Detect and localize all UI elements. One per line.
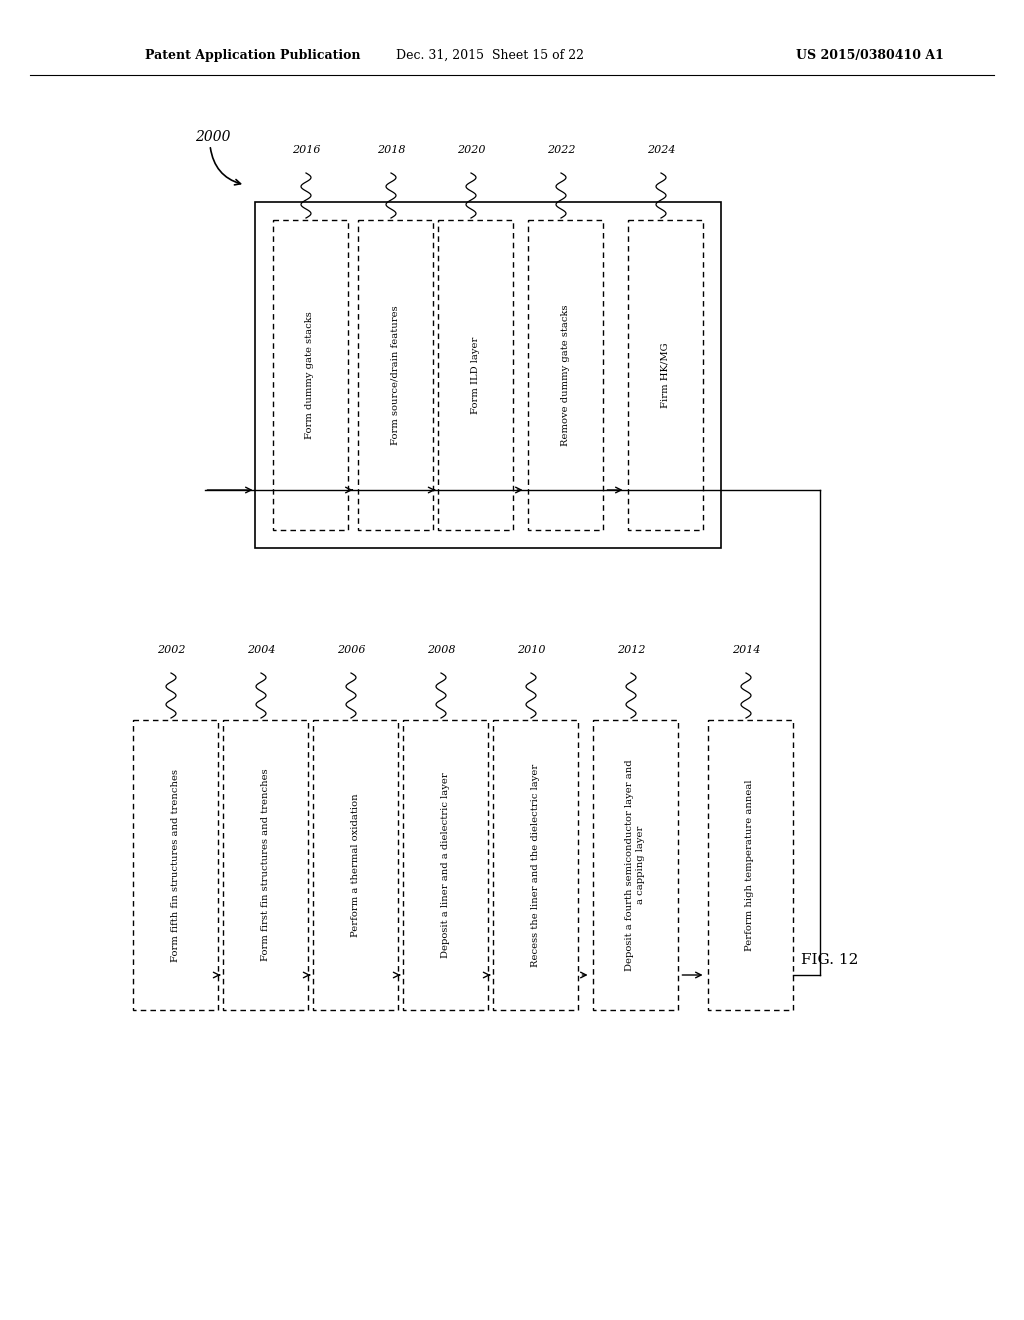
Bar [708,719,793,1010]
Text: 2014: 2014 [732,645,760,655]
Bar [312,719,397,1010]
Text: Perform high temperature anneal: Perform high temperature anneal [745,779,755,950]
Text: 2018: 2018 [377,145,406,154]
Text: 2002: 2002 [157,645,185,655]
Text: 2022: 2022 [547,145,575,154]
Text: 2012: 2012 [616,645,645,655]
Text: FIG. 12: FIG. 12 [802,953,859,968]
Bar [132,719,217,1010]
Text: Patent Application Publication: Patent Application Publication [145,49,360,62]
Text: 2004: 2004 [247,645,275,655]
Text: Form fifth fin structures and trenches: Form fifth fin structures and trenches [171,768,179,961]
Text: Dec. 31, 2015  Sheet 15 of 22: Dec. 31, 2015 Sheet 15 of 22 [396,49,584,62]
Text: Firm HK/MG: Firm HK/MG [660,342,670,408]
Text: Form ILD layer: Form ILD layer [470,337,479,413]
Text: 2000: 2000 [195,129,230,144]
Text: Deposit a liner and a dielectric layer: Deposit a liner and a dielectric layer [440,772,450,958]
Bar [437,220,512,531]
Bar [493,719,578,1010]
Bar [527,220,602,531]
Bar [272,220,347,531]
Text: 2008: 2008 [427,645,456,655]
Text: Remove dummy gate stacks: Remove dummy gate stacks [560,304,569,446]
Text: Form dummy gate stacks: Form dummy gate stacks [305,312,314,438]
Text: Form first fin structures and trenches: Form first fin structures and trenches [260,768,269,961]
Text: 2006: 2006 [337,645,366,655]
Bar [222,719,307,1010]
Bar [402,719,487,1010]
Text: 2010: 2010 [517,645,545,655]
Text: Recess the liner and the dielectric layer: Recess the liner and the dielectric laye… [530,763,540,966]
Bar [593,719,678,1010]
Bar [628,220,702,531]
Text: US 2015/0380410 A1: US 2015/0380410 A1 [796,49,944,62]
Text: 2020: 2020 [457,145,485,154]
Text: 2016: 2016 [292,145,321,154]
Bar [255,202,721,548]
Text: 2024: 2024 [647,145,675,154]
Text: Perform a thermal oxidation: Perform a thermal oxidation [350,793,359,937]
Text: Deposit a fourth semiconductor layer and
a capping layer: Deposit a fourth semiconductor layer and… [626,759,645,970]
Bar [357,220,432,531]
Text: Form source/drain features: Form source/drain features [390,305,399,445]
